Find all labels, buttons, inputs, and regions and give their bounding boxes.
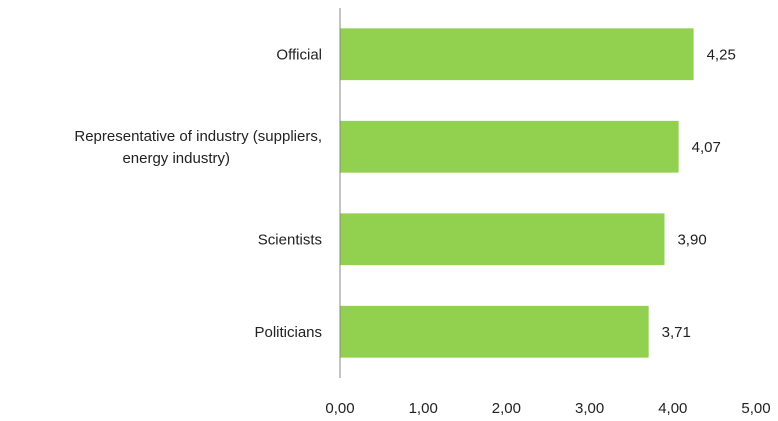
x-tick-label: 0,00 (325, 400, 354, 417)
x-tick-label: 3,00 (575, 400, 604, 417)
bar (340, 213, 665, 266)
category-label: Representative of industry (suppliers, en… (74, 128, 322, 167)
category-label-line: Official (276, 46, 322, 63)
category-label-line: Politicians (254, 324, 322, 341)
bar-value-label: 4,25 (707, 46, 736, 63)
bar-value-label: 3,90 (677, 231, 706, 248)
bar-value-label: 3,71 (662, 324, 691, 341)
category-label-line: energy industry) (122, 150, 230, 167)
bar (340, 28, 694, 81)
category-label-line: Representative of industry (suppliers, (74, 128, 322, 145)
category-label-line: Scientists (258, 231, 322, 248)
x-tick-label: 5,00 (741, 400, 770, 417)
category-label: Scientists (258, 231, 322, 248)
category-label: Official (276, 46, 322, 63)
value-labels: 4,25 4,07 3,90 3,71 (662, 46, 736, 341)
bar-value-label: 4,07 (692, 139, 721, 156)
x-tick-label: 1,00 (409, 400, 438, 417)
x-tick-label: 4,00 (658, 400, 687, 417)
category-labels: Official Representative of industry (supp… (74, 46, 322, 341)
category-label: Politicians (254, 324, 322, 341)
bar (340, 120, 679, 173)
bars-group (340, 28, 694, 358)
bar (340, 305, 649, 358)
x-tick-labels: 0,00 1,00 2,00 3,00 4,00 5,00 (325, 400, 770, 417)
x-tick-label: 2,00 (492, 400, 521, 417)
